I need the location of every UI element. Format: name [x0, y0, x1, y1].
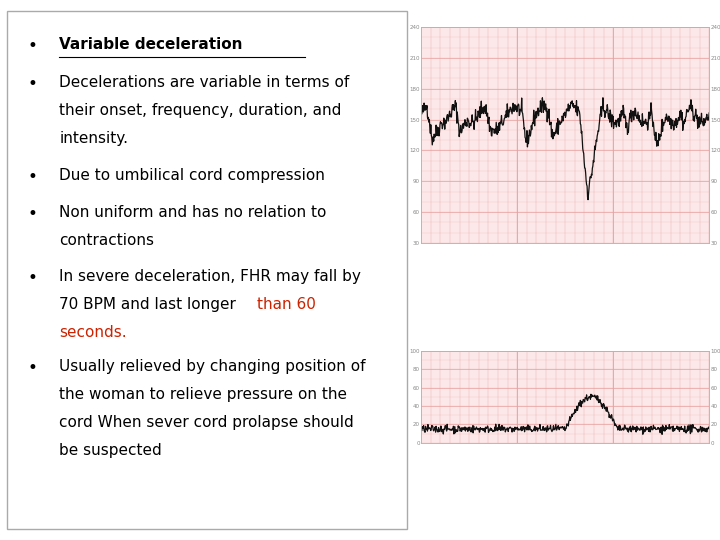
Text: 70 BPM and last longer: 70 BPM and last longer [59, 298, 241, 313]
Text: •: • [27, 359, 37, 376]
Text: Non uniform and has no relation to: Non uniform and has no relation to [59, 205, 327, 220]
Text: the woman to relieve pressure on the: the woman to relieve pressure on the [59, 387, 347, 402]
Text: Decelerations are variable in terms of: Decelerations are variable in terms of [59, 75, 349, 90]
Text: •: • [27, 168, 37, 186]
Text: •: • [27, 75, 37, 93]
Text: Variable deceleration: Variable deceleration [59, 37, 243, 52]
Text: Usually relieved by changing position of: Usually relieved by changing position of [59, 359, 366, 374]
Text: contractions: contractions [59, 233, 154, 248]
FancyBboxPatch shape [7, 11, 407, 529]
Text: be suspected: be suspected [59, 443, 162, 457]
Text: their onset, frequency, duration, and: their onset, frequency, duration, and [59, 103, 341, 118]
Text: In severe deceleration, FHR may fall by: In severe deceleration, FHR may fall by [59, 269, 361, 285]
Text: •: • [27, 205, 37, 222]
Text: intensity.: intensity. [59, 131, 128, 146]
Text: Due to umbilical cord compression: Due to umbilical cord compression [59, 168, 325, 183]
Text: cord When sever cord prolapse should: cord When sever cord prolapse should [59, 415, 354, 430]
Text: •: • [27, 37, 37, 55]
Text: than 60: than 60 [256, 298, 315, 313]
Text: seconds.: seconds. [59, 326, 127, 340]
Text: •: • [27, 269, 37, 287]
